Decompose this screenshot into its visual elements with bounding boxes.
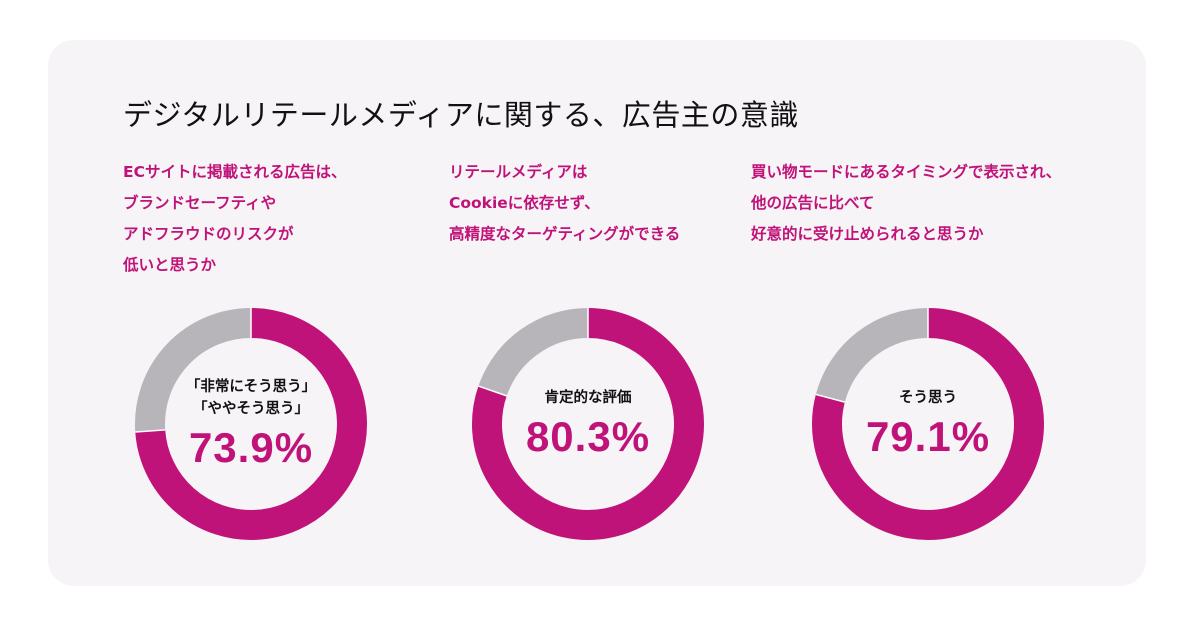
donut-2-label: 肯定的な評価 xyxy=(544,390,632,406)
question-2-line: リテールメディアは xyxy=(449,163,588,181)
donut-1-center: 「非常にそう思う」 「ややそう思う」 73.9% xyxy=(133,306,369,542)
donut-slice-separator xyxy=(815,393,846,403)
donut-3-svg xyxy=(812,308,1044,540)
page-title: デジタルリテールメディアに関する、広告主の意識 xyxy=(123,98,799,132)
donut-slice-remainder xyxy=(815,308,929,403)
donut-slice-value xyxy=(472,308,704,540)
donut-slice-remainder xyxy=(478,308,589,397)
donut-2-svg xyxy=(472,308,704,540)
question-1-line: ブランドセーフティや xyxy=(123,194,277,212)
question-1-line: アドフラウドのリスクが xyxy=(123,225,294,243)
donut-chart-1: 「非常にそう思う」 「ややそう思う」 73.9% xyxy=(133,306,369,542)
question-2: リテールメディアは Cookieに依存せず、 高精度なターゲティングができる xyxy=(449,157,680,250)
donut-slice-separator xyxy=(135,429,166,433)
donut-chart-3: そう思う 79.1% xyxy=(810,306,1046,542)
donut-1-label: 「ややそう思う」 xyxy=(193,401,309,417)
donut-1-label: 「非常にそう思う」 xyxy=(185,379,317,395)
question-3-line: 他の広告に比べて xyxy=(751,194,875,212)
question-3: 買い物モードにあるタイミングで表示され、 他の広告に比べて 好意的に受け止められ… xyxy=(751,157,1061,250)
question-2-line: 高精度なターゲティングができる xyxy=(449,225,681,243)
donut-2-center: 肯定的な評価 80.3% xyxy=(470,306,706,542)
donut-slice-remainder xyxy=(135,308,252,432)
question-1: ECサイトに掲載される広告は、 ブランドセーフティや アドフラウドのリスクが 低… xyxy=(123,157,346,281)
donut-chart-2: 肯定的な評価 80.3% xyxy=(470,306,706,542)
question-2-line: Cookieに依存せず、 xyxy=(449,194,600,212)
donut-1-svg xyxy=(135,308,367,540)
donut-slice-value xyxy=(135,308,367,540)
donut-3-value: 79.1% xyxy=(865,413,991,460)
question-3-line: 買い物モードにあるタイミングで表示され、 xyxy=(751,163,1062,181)
donut-slice-separator xyxy=(478,385,507,397)
donut-2-value: 80.3% xyxy=(525,413,651,460)
question-1-line: ECサイトに掲載される広告は、 xyxy=(123,163,347,181)
question-3-line: 好意的に受け止められると思うか xyxy=(751,225,984,243)
question-1-line: 低いと思うか xyxy=(123,256,217,274)
donut-slice-value xyxy=(812,308,1044,540)
donut-1-value: 73.9% xyxy=(188,424,314,471)
donut-3-center: そう思う 79.1% xyxy=(810,306,1046,542)
donut-3-label: そう思う xyxy=(899,390,957,406)
